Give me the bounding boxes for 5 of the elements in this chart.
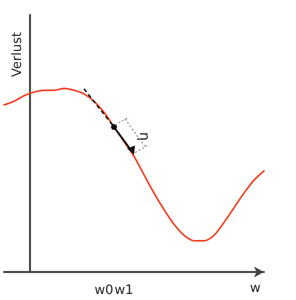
x-axis-title: w bbox=[250, 281, 261, 296]
x-tick-label: w0 bbox=[94, 283, 114, 298]
annotation: η bbox=[136, 132, 152, 141]
x-tick-label: w1 bbox=[114, 283, 134, 298]
y-axis-title: Verlust bbox=[10, 32, 25, 77]
